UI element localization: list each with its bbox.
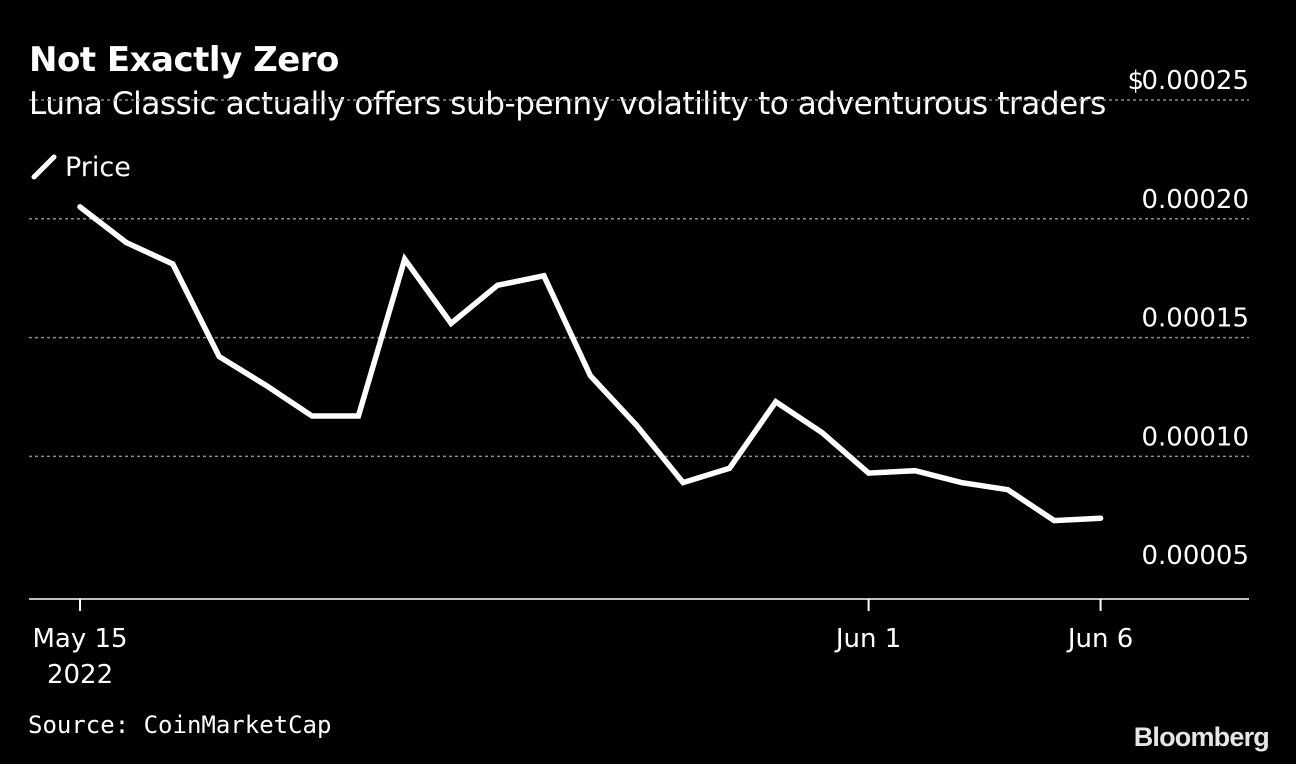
diagonal-line-icon: [31, 154, 57, 180]
price-data-point: [1051, 518, 1057, 524]
price-data-point: [123, 240, 129, 246]
price-data-point: [1005, 487, 1011, 493]
y-axis-currency-label: $: [1127, 66, 1144, 96]
price-data-point: [541, 273, 547, 279]
x-tick-label: May 15: [32, 624, 127, 654]
x-tick-sublabel: 2022: [47, 660, 113, 690]
price-data-point: [819, 430, 825, 436]
price-data-point: [309, 413, 315, 419]
y-tick-label: 0.00020: [1141, 185, 1249, 215]
x-tick-label: Jun 1: [834, 624, 901, 654]
price-data-point: [402, 256, 408, 262]
price-data-point: [912, 468, 918, 474]
price-data-point: [680, 480, 686, 486]
y-tick-label: 0.00025: [1141, 66, 1249, 96]
chart-title: Not Exactly Zero: [29, 40, 339, 80]
price-data-point: [773, 399, 779, 405]
price-data-point: [634, 423, 640, 428]
price-data-point: [1098, 515, 1104, 521]
y-tick-label: 0.00010: [1141, 422, 1249, 452]
price-data-point: [587, 373, 593, 379]
x-tick-label: Jun 6: [1066, 624, 1133, 654]
price-series-line: [77, 204, 1104, 524]
y-tick-label: 0.00005: [1141, 541, 1249, 571]
chart-subtitle: Luna Classic actually offers sub-penny v…: [29, 86, 1106, 122]
legend-label: Price: [65, 151, 131, 183]
price-data-point: [958, 480, 964, 486]
legend: Price: [29, 150, 131, 184]
price-data-point: [727, 465, 732, 471]
price-data-point: [355, 413, 361, 419]
price-data-point: [448, 320, 454, 326]
price-data-point: [866, 470, 872, 476]
price-data-point: [495, 282, 500, 288]
source-note: Source: CoinMarketCap: [28, 711, 332, 739]
price-data-point: [77, 204, 83, 210]
price-data-point: [263, 382, 269, 388]
y-tick-label: 0.00015: [1141, 304, 1249, 334]
price-data-point: [216, 354, 222, 360]
bloomberg-logo: Bloomberg: [1133, 722, 1270, 752]
price-data-point: [170, 261, 176, 267]
